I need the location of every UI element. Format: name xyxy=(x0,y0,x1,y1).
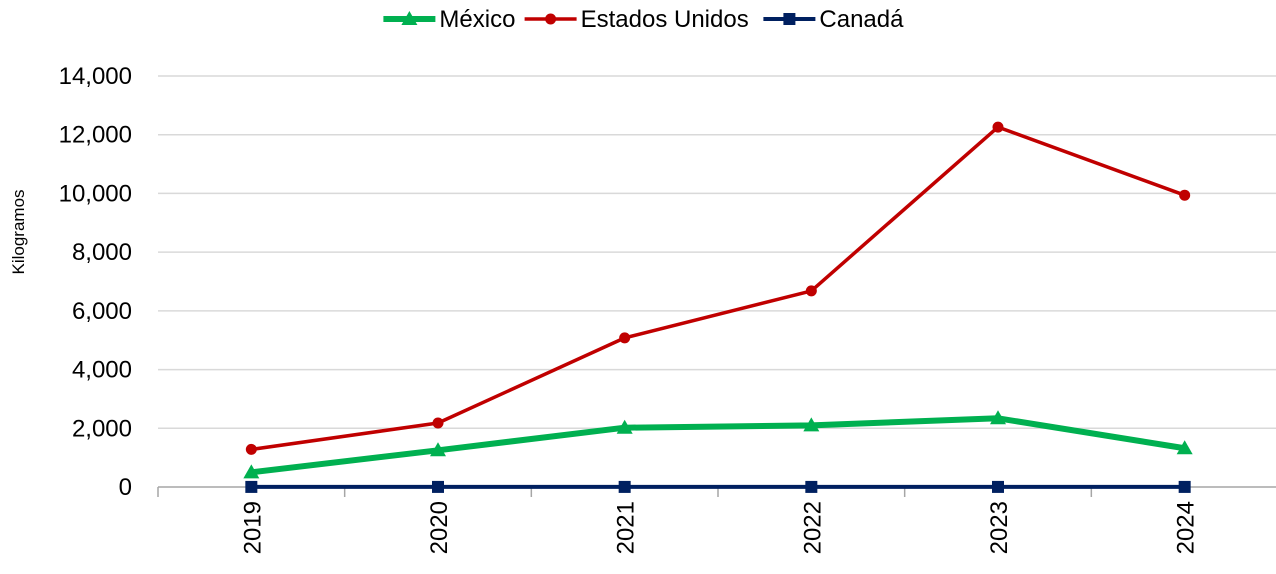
legend: México Estados Unidos Canadá xyxy=(383,6,904,33)
y-tick-label: 10,000 xyxy=(59,180,132,207)
data-point-estados-unidos xyxy=(245,443,257,455)
y-tick-label: 6,000 xyxy=(72,298,132,325)
legend-marker-estados-unidos xyxy=(545,13,557,25)
gridlines xyxy=(158,75,1276,430)
legend-label-estados-unidos: Estados Unidos xyxy=(581,6,749,33)
data-point-canada xyxy=(992,480,1004,493)
y-tick-label: 12,000 xyxy=(59,122,132,149)
legend-item-canada: Canadá xyxy=(763,6,904,33)
legend-marker-mexico xyxy=(401,11,418,25)
data-point-canada xyxy=(618,480,631,493)
data-point-mexico xyxy=(990,410,1006,425)
data-point-canada xyxy=(805,480,818,493)
y-tick-label: 8,000 xyxy=(72,239,132,266)
data-point-estados-unidos xyxy=(432,417,444,429)
legend-label-mexico: México xyxy=(439,6,515,33)
data-point-estados-unidos xyxy=(619,332,631,344)
data-point-canada xyxy=(245,480,258,493)
data-point-mexico xyxy=(430,442,446,457)
data-point-mexico xyxy=(616,419,633,434)
series-markers xyxy=(243,121,1193,493)
data-point-mexico xyxy=(243,464,260,479)
x-tick-label: 2021 xyxy=(613,501,640,554)
x-tick-label: 2019 xyxy=(239,501,266,554)
data-point-estados-unidos xyxy=(1179,189,1191,201)
y-axis-title: Kilogramos xyxy=(9,189,28,274)
data-point-estados-unidos xyxy=(805,285,817,297)
x-tick-label: 2023 xyxy=(986,501,1013,554)
data-point-mexico xyxy=(1176,440,1193,455)
y-tick-label: 4,000 xyxy=(72,357,132,384)
y-tick-label: 0 xyxy=(119,474,132,501)
tick-labels: 0 2,000 4,000 6,000 8,000 10,000 12,000 14,000 2… xyxy=(59,63,1200,554)
data-point-canada xyxy=(432,480,444,493)
legend-marker-canada xyxy=(783,13,796,25)
x-tick-label: 2020 xyxy=(426,501,453,554)
legend-item-estados-unidos: Estados Unidos xyxy=(524,6,749,33)
legend-item-mexico: México xyxy=(383,6,515,33)
y-tick-label: 2,000 xyxy=(72,415,132,442)
data-point-canada xyxy=(1178,480,1191,493)
series-lines xyxy=(248,125,1188,489)
data-point-estados-unidos xyxy=(992,121,1004,133)
series-line-estados-unidos xyxy=(249,125,1187,452)
series-line-mexico xyxy=(248,415,1188,476)
data-point-mexico xyxy=(803,417,820,432)
x-tick-label: 2024 xyxy=(1173,501,1200,554)
legend-label-canada: Canadá xyxy=(819,6,904,33)
y-tick-label: 14,000 xyxy=(59,63,132,90)
x-tick-label: 2022 xyxy=(799,501,826,554)
